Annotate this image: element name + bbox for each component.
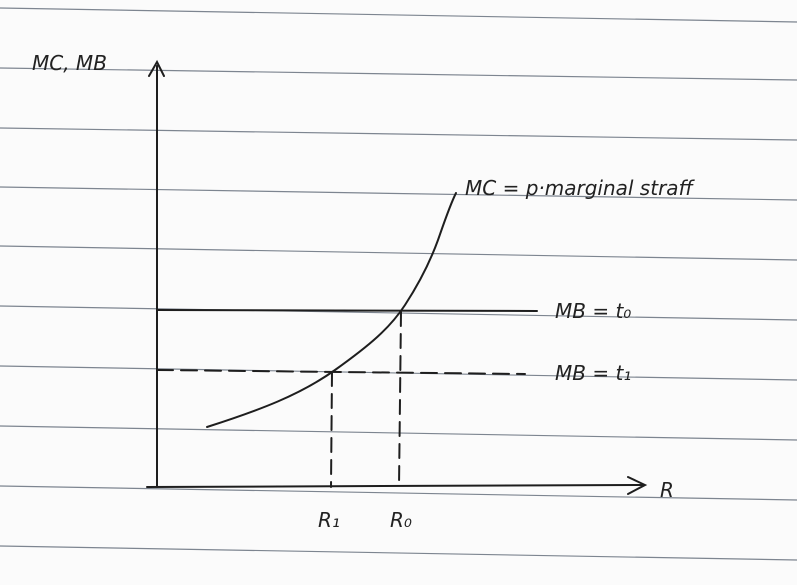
paper bbox=[0, 0, 797, 585]
y-axis-label: MC, MB bbox=[32, 51, 107, 75]
mb1-label: MB = t₁ bbox=[555, 361, 631, 385]
r0-label: R₀ bbox=[390, 508, 412, 532]
diagram: MC, MB R MC = p·marginal straff MB = t₀ … bbox=[0, 0, 797, 585]
mb0-line bbox=[157, 310, 537, 311]
mc-label: MC = p·marginal straff bbox=[465, 176, 696, 200]
x-axis-label: R bbox=[660, 478, 674, 502]
mb0-label: MB = t₀ bbox=[555, 299, 631, 323]
r1-label: R₁ bbox=[318, 508, 340, 532]
